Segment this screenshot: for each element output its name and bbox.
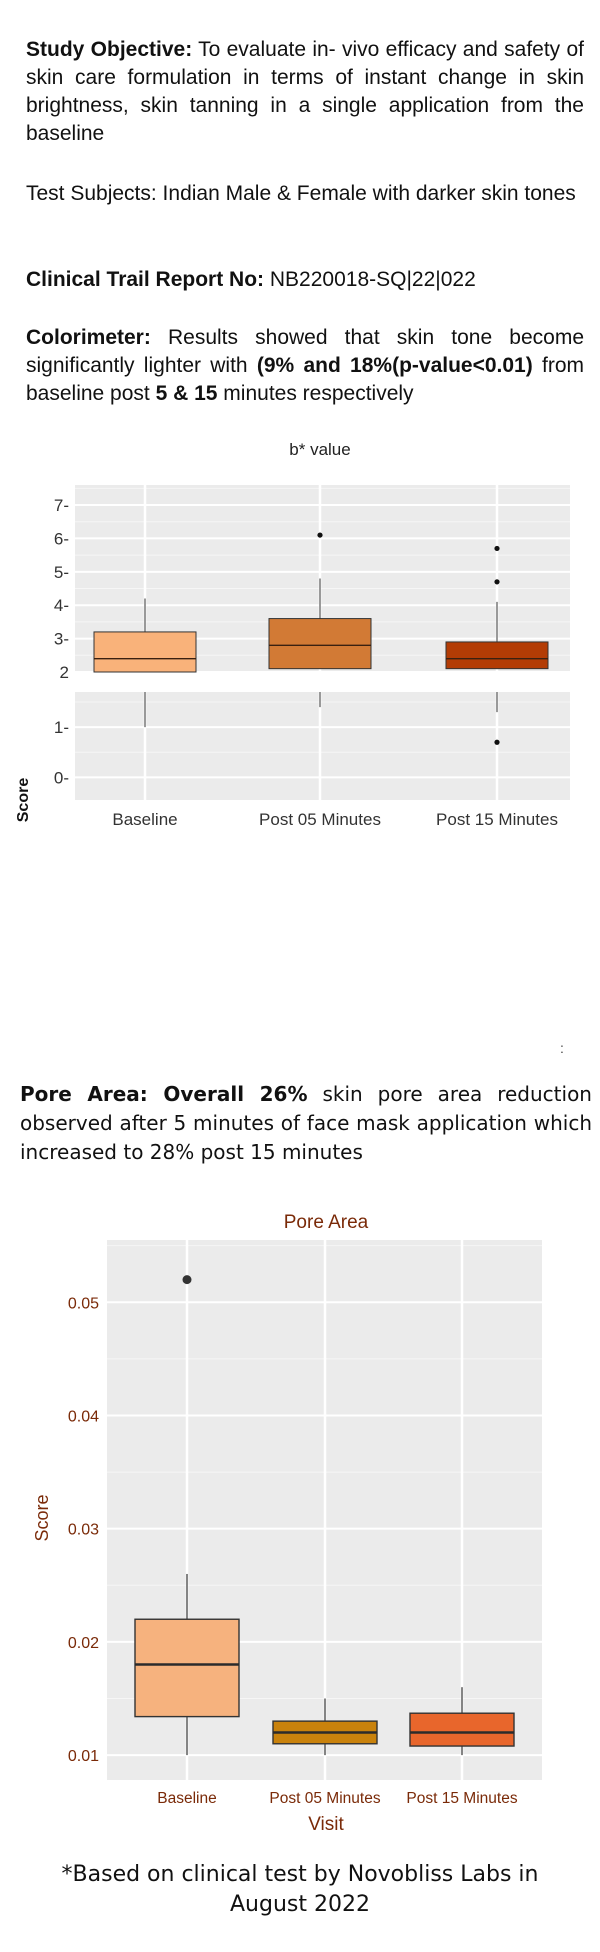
chart1-panel-lower [75, 692, 570, 800]
chart2-xtick-label: Post 15 Minutes [406, 1790, 517, 1807]
report-number-value: NB220018-SQ|22|022 [264, 268, 476, 291]
chart2-baseline-outlier [182, 1275, 192, 1285]
chart2-xtick-label: Baseline [157, 1790, 216, 1807]
chart2-ylabel: Score [32, 1494, 52, 1541]
colorimeter-paragraph: Colorimeter: Results showed that skin to… [26, 324, 584, 408]
chart2-ytick-label: 0.05 [68, 1295, 99, 1312]
chart1-xtick-label: Post 05 Minutes [259, 810, 381, 829]
chart2-ytick-label: 0.04 [68, 1408, 99, 1425]
chart1-ytick-label: 6- [54, 529, 69, 548]
study-objective-label: Study Objective: [26, 38, 193, 61]
report-number-paragraph: Clinical Trail Report No: NB220018-SQ|22… [26, 266, 584, 294]
chart1-ytick-label: 1- [54, 718, 69, 737]
footnote-line-1: *Based on clinical test by Novobliss Lab… [61, 1862, 539, 1887]
chart1-xtick-label: Post 15 Minutes [436, 810, 558, 829]
stray-colon-mark: : [560, 1040, 564, 1056]
chart2-xlabel: Visit [308, 1814, 344, 1835]
colorimeter-text-2: from baseline post [26, 354, 584, 405]
test-subjects-text: Test Subjects: Indian Male & Female with… [26, 182, 576, 205]
chart2-title: Pore Area [284, 1212, 369, 1233]
chart1-post-05-minutes-box [268, 618, 372, 670]
colorimeter-text-3: minutes respectively [217, 382, 414, 405]
chart2-ytick-label: 0.02 [68, 1635, 99, 1652]
chart1-title: b* value [289, 440, 350, 459]
colorimeter-bold-1: (9% and 18%(p-value<0.01) [256, 354, 533, 377]
colorimeter-text-1: Results showed that skin tone become sig… [26, 326, 584, 377]
chart1-post-15-minutes-outlier [494, 545, 500, 552]
study-objective-text: To evaluate in- vivo efficacy and safety… [26, 38, 584, 145]
chart1-ytick-label: 7- [54, 496, 69, 515]
chart1-ytick-label: 4- [54, 596, 69, 615]
footnote-line-2: August 2022 [230, 1892, 370, 1917]
chart1-post-15-minutes-outlier [494, 579, 500, 585]
chart1-post-15-minutes-outlier [494, 739, 500, 745]
chart1-ylabel: Score [15, 778, 32, 823]
chart1-baseline-box [93, 631, 197, 673]
pore-area-paragraph: Pore Area: Overall 26% skin pore area re… [20, 1080, 592, 1167]
bstar-value-chart: b* value Score 0- 1- 2 3- 4- 5- 6- 7- Baseline Po… [15, 440, 570, 829]
pore-area-text: skin pore area reduction observed after … [20, 1082, 592, 1164]
chart1-ytick-label: 2 [60, 663, 69, 682]
report-number-label: Clinical Trail Report No: [26, 268, 265, 291]
study-objective-paragraph: Study Objective: To evaluate in- vivo ef… [26, 36, 584, 148]
pore-area-chart: Pore Area Score Visit 0.01 0.02 0.03 0.04 0.… [32, 1212, 542, 1835]
chart2-post-15-minutes-box [409, 1712, 515, 1747]
footnote: *Based on clinical test by Novobliss Lab… [0, 1860, 600, 1920]
pore-area-label: Pore Area: Overall 26% [20, 1082, 308, 1106]
chart1-xtick-label: Baseline [112, 810, 177, 829]
test-subjects-paragraph: Test Subjects: Indian Male & Female with… [26, 180, 584, 208]
chart1-post-05-minutes-outlier [317, 532, 323, 538]
chart2-ytick-label: 0.01 [68, 1748, 99, 1765]
chart1-ytick-label: 0- [54, 768, 69, 787]
colorimeter-label: Colorimeter: [26, 326, 151, 349]
chart2-baseline-box [134, 1618, 240, 1718]
chart1-ytick-label: 5- [54, 563, 69, 582]
chart1-ytick-label: 3- [54, 630, 69, 649]
colorimeter-bold-2: 5 & 15 [155, 382, 218, 405]
chart2-xtick-label: Post 05 Minutes [269, 1790, 380, 1807]
chart2-ytick-label: 0.03 [68, 1522, 99, 1539]
chart1-post-15-minutes-box [445, 641, 549, 670]
